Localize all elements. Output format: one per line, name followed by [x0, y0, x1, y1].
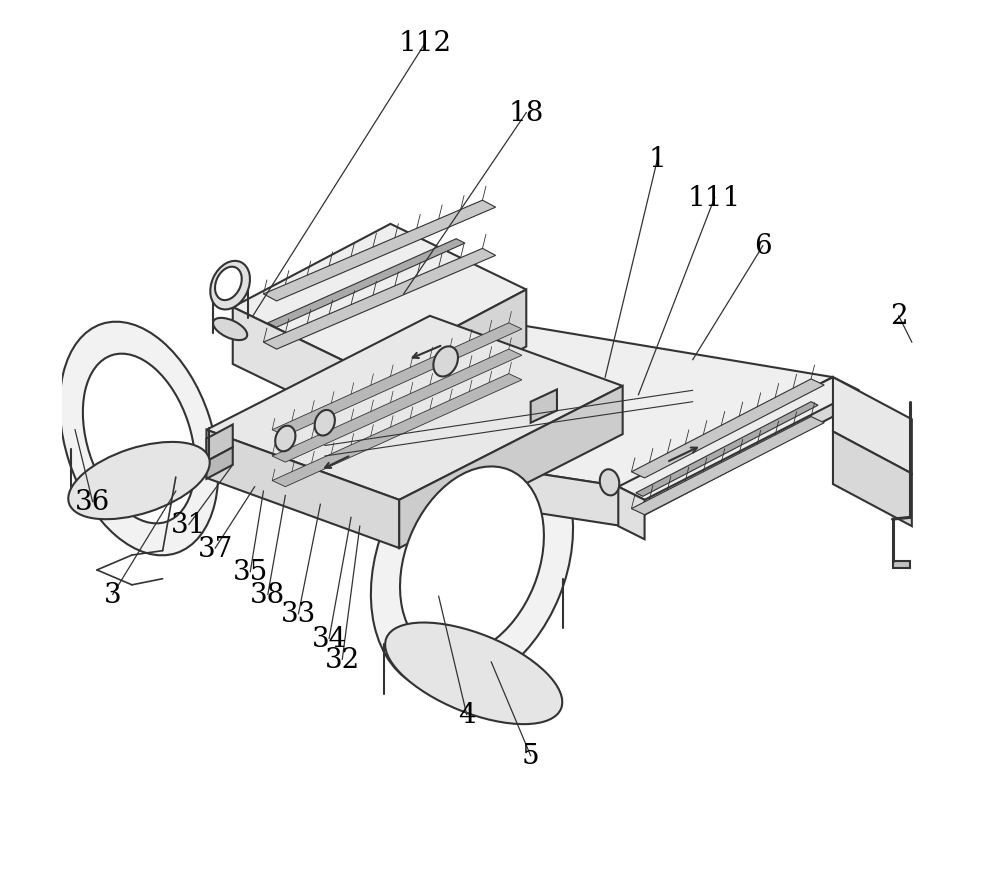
Polygon shape [206, 448, 233, 479]
Text: 3: 3 [104, 581, 122, 608]
Polygon shape [893, 562, 910, 569]
Polygon shape [636, 402, 818, 497]
Polygon shape [206, 425, 233, 462]
Polygon shape [631, 379, 824, 479]
Polygon shape [233, 307, 369, 430]
Text: 6: 6 [754, 233, 772, 260]
Text: 111: 111 [688, 185, 741, 212]
Text: 4: 4 [458, 702, 476, 728]
Text: 112: 112 [399, 30, 452, 57]
Polygon shape [272, 323, 522, 436]
Polygon shape [623, 378, 833, 527]
Polygon shape [206, 430, 399, 549]
Text: 1: 1 [649, 146, 667, 172]
Ellipse shape [213, 319, 247, 341]
Text: 37: 37 [198, 535, 233, 562]
Polygon shape [268, 240, 465, 327]
Polygon shape [618, 487, 645, 540]
Polygon shape [631, 417, 824, 515]
Polygon shape [255, 430, 623, 527]
Polygon shape [263, 249, 496, 349]
Text: 18: 18 [509, 100, 544, 127]
Polygon shape [206, 316, 623, 500]
Polygon shape [399, 386, 623, 549]
Polygon shape [272, 374, 522, 487]
Ellipse shape [68, 443, 210, 520]
Polygon shape [833, 378, 912, 474]
Ellipse shape [83, 354, 195, 524]
Polygon shape [618, 378, 859, 500]
Ellipse shape [385, 623, 562, 724]
Ellipse shape [600, 470, 619, 496]
Polygon shape [531, 390, 557, 423]
Ellipse shape [400, 467, 544, 656]
Polygon shape [255, 316, 833, 487]
Text: 32: 32 [325, 646, 360, 673]
Text: 2: 2 [890, 303, 907, 330]
Text: 33: 33 [281, 601, 316, 628]
Text: 34: 34 [312, 625, 347, 652]
Ellipse shape [215, 268, 242, 301]
Polygon shape [369, 291, 526, 430]
Ellipse shape [433, 347, 458, 377]
Ellipse shape [315, 411, 335, 436]
Text: 35: 35 [233, 558, 268, 586]
Ellipse shape [275, 426, 295, 452]
Polygon shape [833, 432, 912, 527]
Polygon shape [233, 225, 526, 373]
Text: 5: 5 [522, 742, 539, 769]
Polygon shape [272, 349, 522, 463]
Text: 38: 38 [250, 581, 285, 608]
Ellipse shape [371, 431, 573, 692]
Ellipse shape [210, 262, 250, 310]
Polygon shape [263, 201, 496, 301]
Text: 36: 36 [75, 488, 110, 515]
Text: 31: 31 [171, 511, 207, 538]
Ellipse shape [60, 322, 218, 556]
